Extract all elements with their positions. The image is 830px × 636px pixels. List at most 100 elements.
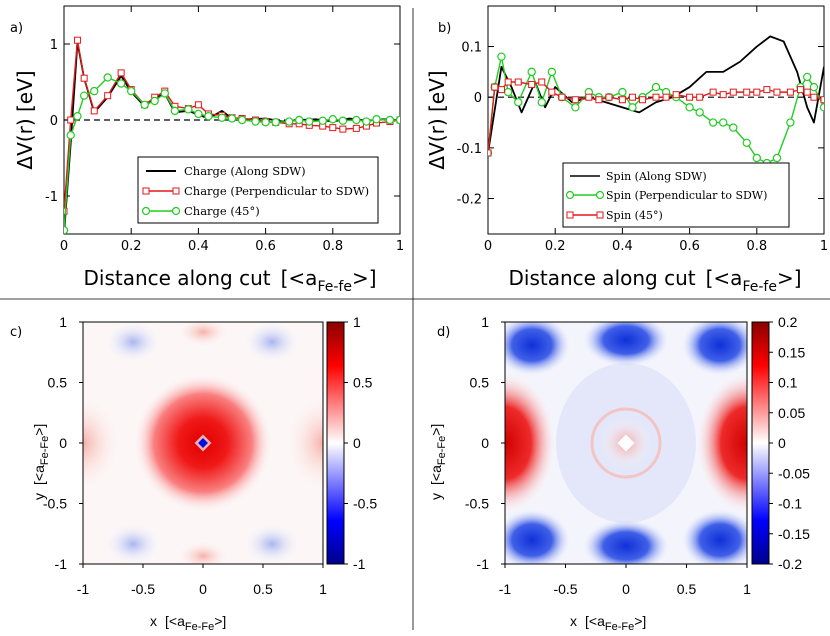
series-point [773,88,781,96]
series-point [104,92,112,100]
colorbar-tick-label: -0.1 [778,496,802,512]
x-tick-label: 0.6 [255,239,276,254]
series-point [491,83,499,91]
heatmap-blob-right [283,391,323,495]
colorbar-tick-label: 0 [353,435,361,451]
series-point [786,118,795,127]
series-point [103,73,112,82]
series-point [64,226,69,234]
series-point [126,86,136,96]
series-point [708,118,718,127]
series-point [217,113,227,122]
series-point [295,115,304,125]
panel-b-label: b) [438,21,451,36]
series-point [585,93,593,101]
y-tick-label: -0.1 [457,142,482,157]
heatmap-blob-tr [242,322,302,364]
heatmap-blob-left [505,371,557,515]
panel-a: a) 0 0.2 0.4 0.6 0.8 1 -1 0 1 Distance along cut… [10,5,404,295]
heatmap-blob-bl [505,508,572,564]
x-tick-label: -1 [499,581,512,597]
x-tick-label: 0.2 [121,239,142,254]
series-point [527,67,536,77]
series-point [66,130,75,140]
legend-marker-spin-perp-2 [595,190,605,200]
heatmap-center-ring [590,407,662,479]
panel-d-heatmap [505,322,747,564]
series-point [395,115,400,125]
y-tick-label: -0.5 [43,496,67,512]
colorbar-tick-label: -0.2 [778,556,802,572]
panel-a-label: a) [10,21,23,36]
series-point [742,138,751,147]
y-tick-label: 0 [474,91,482,106]
series-point [251,117,260,126]
series-point [318,116,327,125]
series-point [709,88,717,96]
series-point [729,88,737,96]
series-point [786,88,794,96]
legend-label-perpendicular: Charge (Perpendicular to SDW) [184,184,369,198]
series-point [514,98,523,107]
panel-d-colorbar [751,321,770,565]
y-tick-label: 0 [481,435,489,451]
heatmap-blob-bottom [175,540,231,564]
y-tick-label: -1 [45,190,58,205]
series-point [352,124,360,132]
legend-marker-spin-perp [565,190,575,200]
panel-d-ylabel: y[<aFe-Fe>] [428,424,448,500]
colorbar-tick-label: 0.2 [778,314,798,330]
panel-a-xlabel: Distance along cut [<aFe-fe>] [84,266,377,295]
series-point [628,93,636,101]
panel-b: b) 0 0.2 0.4 0.6 0.8 1 -0.2 -0.1 0 0.1 Distance a… [425,5,828,295]
x-tick-label: 0.5 [253,581,273,597]
series-point [90,107,98,115]
y-tick-label: -1 [477,556,490,572]
series-point [73,111,82,121]
heatmap-blob-bottom [581,518,671,564]
series-point [537,98,546,107]
series-point [809,82,819,92]
series-point [628,103,637,112]
panel-c-label: c) [10,325,22,340]
series-point [686,93,694,101]
series-point [548,88,556,96]
heatmap-blob-br [680,508,747,564]
series-point [362,117,371,126]
series-point [116,79,126,88]
heatmap-blob-bl [103,522,163,564]
series-point [820,96,824,104]
x-tick-label: -1 [77,581,90,597]
series-point [503,87,513,97]
heatmap-blob-tr [680,322,747,377]
series-point [547,67,557,77]
series-point [271,118,280,127]
panel-d: d) -1 -0.5 0 0.5 1 1 0.5 0 -0.5 -1 0.2 0.15 0.1 0.05… [428,314,810,633]
heatmap-blob-top [175,322,231,348]
series-point [743,88,751,96]
series-point [652,93,660,101]
series-point [558,93,566,101]
series-point [80,74,88,82]
y-tick-label: 0.5 [48,375,68,391]
panel-c-colorbar [326,321,345,565]
heatmap-center-dip [198,438,208,448]
panel-b-xlabel: Distance along cut [<aFe-fe>] [509,266,802,295]
series-point [639,96,647,104]
heatmap-blob-tl [103,322,163,364]
y-tick-label: 1 [50,38,58,53]
series-point [73,36,81,44]
legend-label-along-sdw: Charge (Along SDW) [184,164,306,178]
series-point [595,96,603,104]
x-tick-label: 1 [820,239,828,254]
heatmap-center-node [617,434,635,452]
series-point [67,116,75,124]
panel-b-legend: Spin (Along SDW) Spin (Perpendicular to … [562,162,790,228]
series-point [571,96,579,104]
series-point [514,78,522,86]
x-tick-label: 0.8 [322,239,343,254]
x-tick-label: 0.8 [746,239,767,254]
series-point [305,117,314,126]
panel-b-ylabel: ΔV(r) [eV] [425,70,449,169]
legend-marker-45-2 [171,206,181,216]
